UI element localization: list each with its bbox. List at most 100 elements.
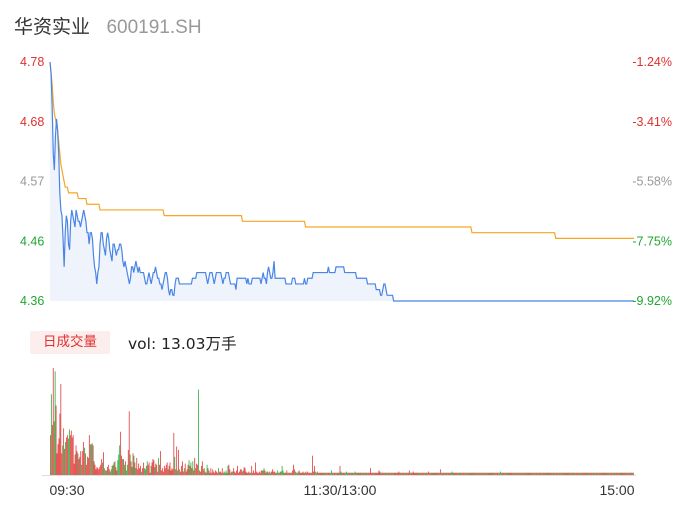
x-time-tick-label: 11:30/13:00 [304,482,377,498]
volume-bar [126,464,128,475]
volume-bar [278,472,280,475]
volume-bar [324,472,326,475]
volume-bar [406,472,407,475]
volume-bar [325,472,327,475]
volume-bar [618,472,620,475]
volume-bar [498,472,499,475]
volume-bar [208,470,210,475]
volume-bar [601,472,603,475]
volume-bar [581,472,583,475]
volume-bar [329,472,330,475]
volume-bar [504,472,506,475]
volume-bar [464,472,466,475]
x-time-tick-label: 09:30 [49,482,84,498]
volume-bar [612,472,613,475]
volume-bar [404,472,405,475]
volume-bar [87,457,89,475]
volume-bar [615,472,617,475]
volume-bar [54,371,56,475]
volume-bar [59,413,61,475]
volume-bar [132,453,134,475]
volume-bar [462,472,463,475]
volume-bar [353,472,355,475]
volume-bar [576,472,577,475]
volume-bar [144,469,146,475]
volume-bar [560,472,562,475]
volume-bar [291,472,292,475]
volume-bar [377,472,379,475]
volume-bar [294,469,295,475]
volume-bar [281,465,283,475]
volume-bar [442,472,443,475]
volume-bar [514,472,516,475]
volume-bar [292,470,293,475]
volume-bar [253,470,254,475]
volume-bar [575,472,576,475]
volume-bar [523,472,525,475]
volume-bar [210,468,212,475]
volume-bar [173,432,175,475]
volume-bar [361,472,363,475]
volume-bar [269,471,271,475]
volume-bar [362,472,364,475]
volume-bar [254,472,255,475]
volume-tab[interactable]: 日成交量 [30,331,110,354]
volume-bar [519,472,520,475]
volume-bar [529,472,531,475]
volume-bar [177,470,179,475]
volume-bar [310,472,311,475]
volume-bar [374,472,376,475]
volume-bar [312,455,313,475]
volume-bar [115,467,117,475]
volume-bar [165,464,167,475]
volume-bar [489,472,491,475]
volume-bar [419,472,421,475]
stock-name: 华资实业 [14,16,91,38]
volume-bar [242,470,244,475]
volume-bar [398,471,400,475]
volume-bar [203,468,205,475]
volume-bar [366,472,367,475]
volume-bar [395,472,397,475]
volume-bar [75,445,77,475]
volume-bar [299,472,301,475]
volume-bar [200,471,201,475]
volume-bar [550,472,552,475]
volume-bar [370,472,372,475]
volume-bar [147,464,149,475]
volume-bar [441,472,442,475]
volume-bar [573,472,574,475]
volume-bar [435,472,437,475]
volume-bar [141,471,142,475]
volume-bar [615,472,616,475]
volume-bar [96,467,98,475]
volume-bar [407,472,408,475]
volume-bar [60,383,62,475]
volume-bar [341,472,343,475]
volume-bar [534,472,536,475]
volume-bar [590,472,592,475]
volume-bar [494,472,496,475]
y-left-ticks: 4.78 4.68 4.57 4.46 4.36 [20,55,44,308]
volume-bar [595,472,596,475]
volume-bar [275,472,276,475]
volume-bar [224,472,226,475]
volume-bar [476,472,478,475]
volume-bar [507,472,509,475]
volume-bar [524,472,526,475]
volume-bar [89,444,91,475]
volume-bar [530,472,532,475]
volume-bar [166,462,168,475]
volume-bar [240,469,242,475]
volume-bar [611,472,612,475]
volume-bar [628,472,630,475]
volume-bar [70,430,72,475]
volume-bar [346,471,348,475]
volume-bar [624,472,626,475]
volume-bar [585,472,587,475]
volume-bar [282,470,284,475]
volume-bar [308,472,310,475]
volume-bar [216,471,217,475]
volume-bar [471,472,473,475]
volume-bar [379,471,381,475]
